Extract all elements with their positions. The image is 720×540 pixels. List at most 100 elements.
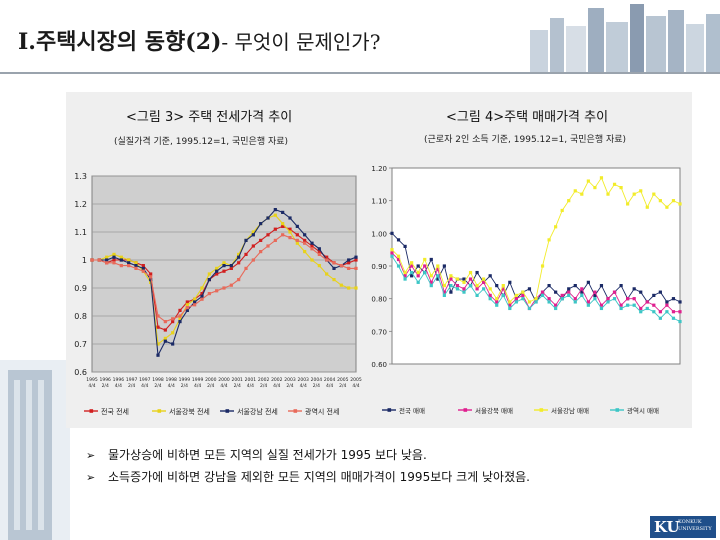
y-tick-label: 0.6 bbox=[74, 368, 87, 377]
data-point bbox=[354, 255, 358, 259]
series-4 bbox=[390, 254, 682, 324]
data-point bbox=[423, 257, 427, 262]
data-point bbox=[567, 199, 571, 203]
data-point bbox=[200, 286, 204, 290]
chart1-plot: 1.31.21.110.90.80.70.619954/419962/41996… bbox=[74, 172, 362, 416]
data-point bbox=[317, 264, 321, 268]
data-point bbox=[488, 287, 492, 291]
data-point bbox=[521, 293, 525, 297]
data-point bbox=[149, 272, 153, 276]
y-tick-label: 0.7 bbox=[74, 340, 87, 349]
data-point bbox=[119, 258, 123, 262]
x-tick-label: 2000 bbox=[205, 377, 217, 383]
data-point bbox=[178, 320, 182, 324]
data-point bbox=[442, 284, 446, 288]
series-3 bbox=[390, 176, 682, 304]
x-tick-label: 4/4 bbox=[352, 383, 359, 389]
data-point bbox=[678, 300, 682, 304]
legend-marker bbox=[539, 408, 544, 412]
legend-label: 서울강북 전세 bbox=[169, 407, 210, 416]
y-tick-label: 0.60 bbox=[371, 361, 387, 369]
plot-area bbox=[391, 167, 681, 365]
data-point bbox=[508, 306, 512, 311]
data-point bbox=[273, 213, 277, 217]
data-point bbox=[288, 230, 292, 234]
data-point bbox=[222, 261, 226, 265]
data-point bbox=[244, 238, 248, 242]
header-divider bbox=[0, 72, 720, 74]
data-point bbox=[390, 251, 394, 255]
data-point bbox=[105, 258, 109, 262]
y-tick-label: 1.1 bbox=[74, 228, 87, 237]
data-point bbox=[259, 238, 263, 242]
data-point bbox=[612, 290, 617, 294]
data-point bbox=[171, 342, 175, 346]
data-point bbox=[105, 261, 109, 265]
x-tick-label: 2/4 bbox=[181, 383, 188, 389]
data-point bbox=[475, 284, 479, 288]
data-point bbox=[193, 303, 197, 307]
data-point bbox=[429, 274, 433, 278]
legend: 전국 매매 서울강북 매매 서울강남 매매 광역시 매매 bbox=[382, 406, 659, 415]
data-point bbox=[567, 293, 571, 297]
data-point bbox=[547, 284, 551, 288]
data-point bbox=[442, 293, 446, 297]
x-tick-label: 1997 bbox=[139, 377, 151, 383]
x-tick-label: 2/4 bbox=[128, 383, 135, 389]
data-point bbox=[178, 314, 182, 318]
data-point bbox=[658, 310, 662, 314]
data-point bbox=[237, 261, 241, 265]
data-point bbox=[244, 252, 248, 256]
data-point bbox=[163, 320, 167, 324]
data-point bbox=[586, 300, 590, 304]
arrow-bullet-icon: ➢ bbox=[86, 449, 96, 462]
x-tick-label: 2/4 bbox=[339, 383, 346, 389]
logo-mark: KU bbox=[654, 518, 680, 536]
data-point bbox=[141, 269, 145, 273]
data-point bbox=[534, 300, 538, 304]
data-point bbox=[593, 297, 597, 301]
data-point bbox=[626, 202, 630, 206]
data-point bbox=[488, 274, 492, 278]
data-point bbox=[259, 222, 263, 226]
data-point bbox=[112, 258, 116, 262]
data-point bbox=[429, 280, 433, 284]
data-point bbox=[112, 255, 116, 259]
y-tick-label: 1.3 bbox=[74, 172, 87, 181]
data-point bbox=[527, 300, 532, 304]
data-point bbox=[266, 216, 270, 220]
data-point bbox=[229, 266, 233, 270]
legend-marker bbox=[615, 408, 620, 412]
data-point bbox=[410, 274, 414, 278]
data-point bbox=[251, 233, 255, 237]
data-point bbox=[396, 264, 401, 268]
chart-figure: <그림 3> 주택 전세가격 추이 (실질가격 기준, 1995.12=1, 국… bbox=[66, 92, 692, 428]
data-point bbox=[332, 266, 336, 270]
data-point bbox=[580, 293, 584, 297]
chart1-title: <그림 3> 주택 전세가격 추이 bbox=[126, 110, 293, 125]
data-point bbox=[586, 280, 590, 284]
data-point bbox=[303, 250, 307, 254]
legend: 전국 전세 서울강북 전세 서울강남 전세 광역시 전세 bbox=[84, 407, 339, 416]
data-point bbox=[303, 238, 307, 242]
x-tick-label: 1995 bbox=[86, 377, 98, 383]
data-point bbox=[403, 277, 407, 281]
data-point bbox=[632, 303, 636, 307]
legend-marker bbox=[89, 409, 94, 413]
data-point bbox=[429, 284, 433, 288]
data-point bbox=[468, 277, 473, 281]
data-point bbox=[339, 283, 343, 287]
data-point bbox=[619, 306, 623, 311]
x-tick-label: 2005 bbox=[337, 377, 349, 383]
data-point bbox=[586, 303, 590, 307]
data-point bbox=[354, 258, 358, 262]
x-tick-label: 2003 bbox=[297, 377, 309, 383]
data-point bbox=[185, 308, 189, 312]
data-point bbox=[127, 258, 131, 262]
data-point bbox=[671, 199, 676, 203]
data-point bbox=[207, 272, 211, 276]
data-point bbox=[163, 328, 167, 332]
data-point bbox=[163, 339, 167, 343]
data-point bbox=[658, 199, 662, 203]
data-point bbox=[495, 303, 499, 307]
